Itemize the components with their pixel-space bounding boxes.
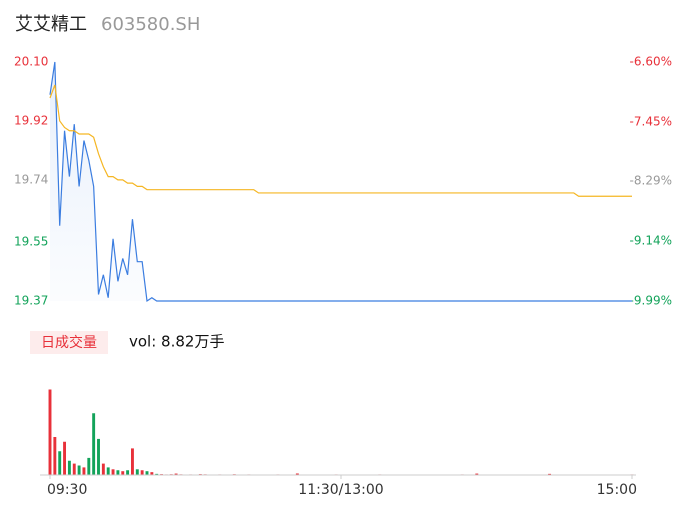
y-tick-label: 19.74 — [14, 172, 48, 186]
volume-bar — [101, 463, 105, 475]
volume-bar — [72, 463, 76, 475]
volume-bar — [174, 473, 178, 475]
volume-bar — [58, 451, 62, 475]
volume-bar — [48, 389, 52, 475]
volume-bar — [140, 470, 144, 475]
volume-bar — [135, 469, 139, 475]
volume-bar — [116, 470, 120, 475]
volume-bar — [97, 438, 100, 475]
volume-bar — [155, 473, 159, 475]
y-tick-label: 20.10 — [14, 55, 48, 69]
volume-bar — [111, 469, 115, 475]
x-tick-label: 09:30 — [47, 482, 87, 498]
volume-bar — [121, 471, 125, 475]
volume-bar — [77, 465, 81, 475]
volume-bar — [53, 437, 57, 475]
volume-bar — [82, 467, 86, 475]
x-tick-label: 11:30/13:00 — [298, 482, 383, 498]
y-tick-label: 19.92 — [14, 113, 48, 127]
chart-subtitle: 603580.SH — [101, 14, 200, 35]
series-line — [49, 84, 632, 197]
volume-bar — [548, 473, 552, 475]
y2-tick-label: -8.29% — [630, 174, 672, 188]
volume-bar — [475, 473, 479, 475]
volume-bar — [87, 457, 91, 475]
volume-bar — [145, 471, 149, 475]
y2-tick-label: -6.60% — [630, 55, 672, 69]
volume-bar — [63, 441, 67, 475]
y2-tick-label: -9.99% — [630, 294, 672, 308]
volume-bar — [130, 448, 134, 475]
volume-total: vol: 8.82万手 — [129, 333, 224, 351]
volume-badge — [30, 331, 108, 354]
volume-bar — [295, 473, 299, 475]
volume-bar — [150, 472, 154, 475]
x-tick-label: 15:00 — [597, 482, 637, 498]
volume-bar — [126, 470, 130, 475]
y2-tick-label: -7.45% — [630, 114, 672, 128]
y-tick-label: 19.55 — [14, 235, 48, 249]
series-line — [49, 61, 632, 303]
volume-bar — [92, 413, 96, 475]
price-area — [50, 62, 632, 301]
y2-tick-label: -9.14% — [630, 234, 672, 248]
y-tick-label: 19.37 — [14, 294, 48, 308]
volume-bar — [67, 460, 71, 475]
chart-title: 艾艾精工 — [15, 14, 87, 35]
volume-title: 日成交量 — [41, 334, 97, 351]
volume-bar — [106, 467, 110, 475]
